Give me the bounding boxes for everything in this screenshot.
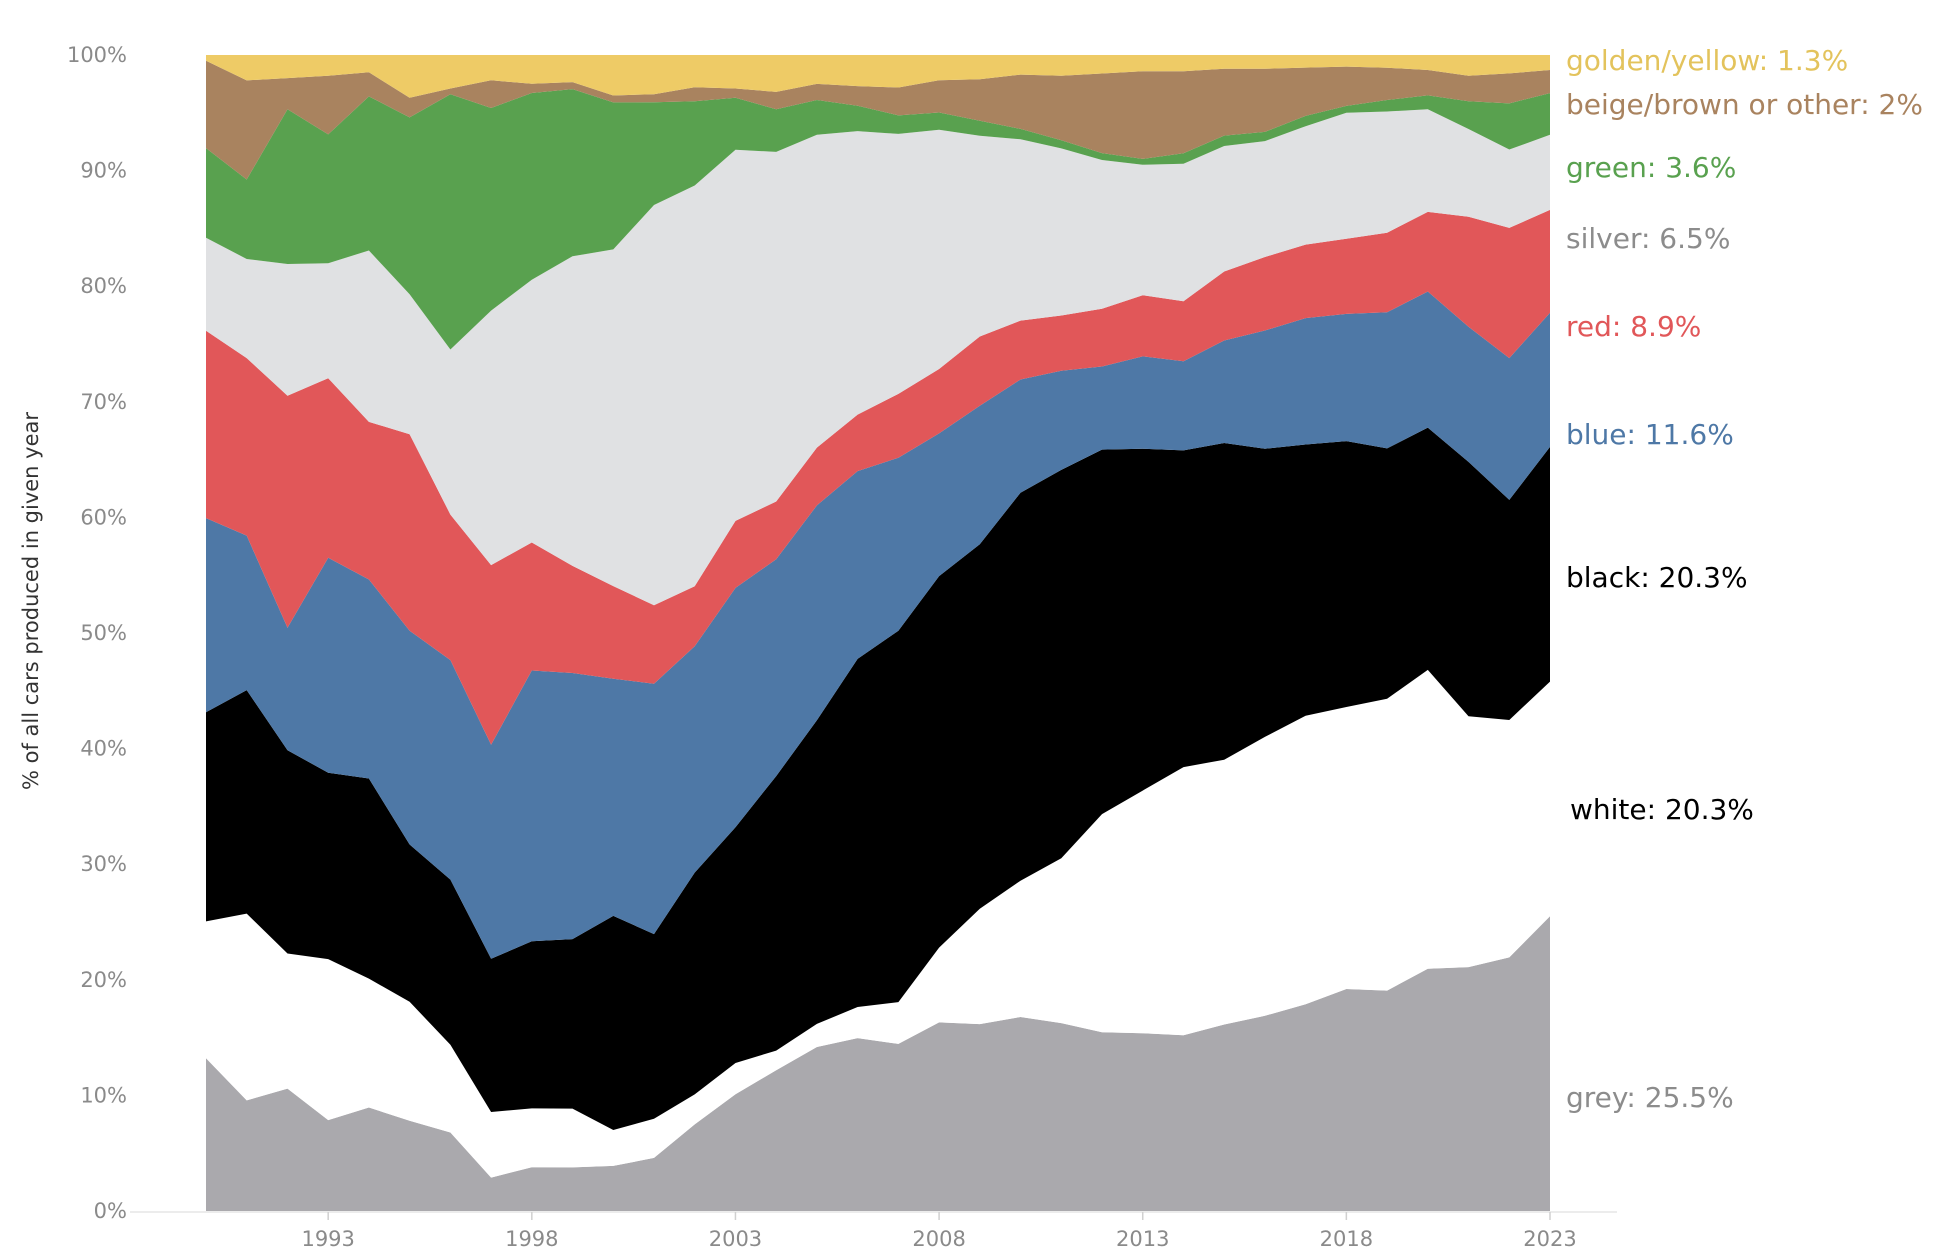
series-label-white: white: 20.3% [1570,793,1754,826]
area-grey [206,916,1550,1211]
y-tick-label: 10% [80,1083,127,1107]
areas-layer [206,55,1550,1211]
area-red [206,209,1550,745]
series-label-silver: silver: 6.5% [1566,222,1730,255]
y-tick-label: 100% [67,43,127,67]
x-axis-ticks: 1993 1998 2003 2008 2013 2018 2023 [301,1212,1577,1251]
y-axis-ticks: 0% 10% 20% 30% 40% 50% 60% 70% 80% 90% 100% [67,43,127,1223]
series-label-green: green: 3.6% [1566,151,1736,184]
y-tick-label: 20% [80,968,127,992]
series-label-golden-yellow: golden/yellow: 1.3% [1566,44,1848,77]
x-tick-label: 2018 [1320,1227,1373,1251]
series-label-black: black: 20.3% [1566,561,1748,594]
x-tick-label: 2013 [1116,1227,1169,1251]
y-tick-label: 60% [80,505,127,529]
y-tick-label: 30% [80,852,127,876]
y-tick-label: 40% [80,737,127,761]
area-white [206,669,1550,1178]
y-tick-label: 50% [80,621,127,645]
area-beige-brown-or-other [206,60,1550,180]
x-tick-label: 2023 [1523,1227,1576,1251]
x-tick-label: 2003 [709,1227,762,1251]
y-tick-label: 80% [80,274,127,298]
area-silver [206,109,1550,606]
x-tick-label: 1993 [301,1227,354,1251]
y-tick-label: 0% [94,1199,127,1223]
area-golden-yellow [206,55,1550,98]
series-label-blue: blue: 11.6% [1566,418,1734,451]
y-axis-title: % of all cars produced in given year [19,412,43,790]
series-label-beige-brown-or-other: beige/brown or other: 2% [1566,88,1923,121]
series-label-grey: grey: 25.5% [1566,1081,1734,1114]
area-blue [206,291,1550,959]
area-green [206,89,1550,350]
area-black [206,427,1550,1131]
axis-layer: 0%10%20%30%40%50%60%70%80%90%100% 1993 19… [19,43,1617,1251]
x-tick-label: 2008 [912,1227,965,1251]
x-tick-label: 1998 [505,1227,558,1251]
y-tick-label: 90% [80,159,127,183]
series-label-red: red: 8.9% [1566,310,1701,343]
series-labels: grey: 25.5% white: 20.3% black: 20.3% blue:… [1566,44,1923,1114]
y-tick-label: 70% [80,390,127,414]
